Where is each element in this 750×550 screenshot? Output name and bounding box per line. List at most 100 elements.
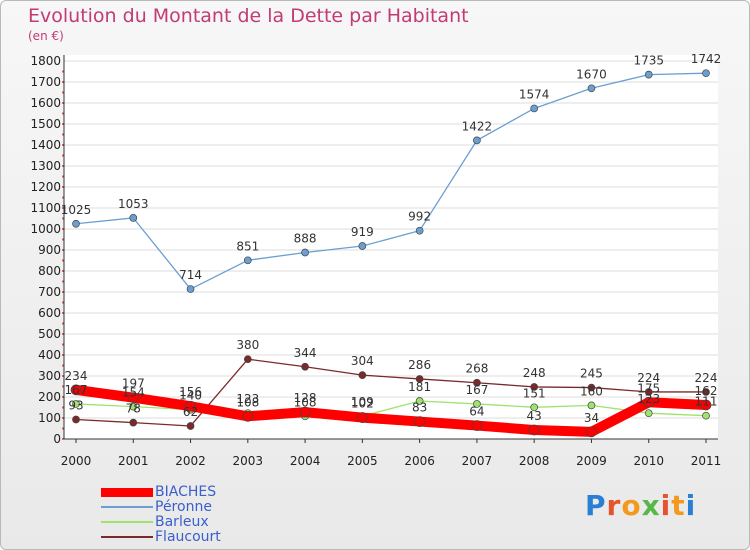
data-label-biaches: 128: [294, 391, 317, 405]
data-point-flaucourt: [358, 371, 367, 380]
data-label-péronne: 851: [236, 239, 259, 253]
x-tick-label: 2001: [118, 454, 149, 468]
data-point-biaches: [357, 412, 368, 423]
proxiti-logo: Proxiti: [585, 489, 696, 522]
data-point-barleux: [644, 409, 653, 418]
y-tick-label: 1500: [30, 117, 61, 131]
data-point-biaches: [299, 406, 311, 418]
data-label-péronne: 714: [179, 268, 202, 282]
legend-label: Péronne: [155, 499, 212, 515]
data-label-flaucourt: 245: [580, 367, 603, 381]
logo-letter: P: [585, 489, 607, 522]
series-line-flaucourt: [75, 358, 707, 427]
data-label-barleux: 167: [465, 383, 488, 397]
data-label-flaucourt: 62: [183, 405, 198, 419]
data-label-péronne: 1053: [118, 197, 149, 211]
x-tick-label: 2010: [633, 454, 664, 468]
data-point-flaucourt: [644, 388, 653, 396]
data-point-péronne: [243, 256, 252, 265]
legend-label: Flaucourt: [155, 529, 221, 545]
y-tick-label: 500: [38, 327, 61, 341]
data-label-biaches: 64: [469, 405, 484, 419]
data-label-biaches: 83: [412, 401, 427, 415]
plot-area: [64, 55, 718, 439]
data-label-flaucourt: 344: [294, 346, 317, 360]
data-point-péronne: [358, 242, 367, 250]
data-label-biaches: 197: [122, 377, 145, 391]
data-point-biaches: [414, 416, 425, 427]
data-label-barleux: 160: [580, 384, 603, 398]
data-point-biaches: [528, 424, 540, 436]
y-tick-label: 200: [38, 390, 61, 404]
data-point-péronne: [530, 104, 539, 113]
data-label-biaches: 162: [695, 384, 718, 398]
y-tick-label: 1700: [30, 75, 61, 89]
data-label-biaches: 156: [179, 385, 202, 399]
data-point-péronne: [301, 248, 309, 257]
y-tick-label: 0: [53, 432, 61, 446]
data-label-flaucourt: 78: [126, 402, 141, 416]
data-label-barleux: 123: [637, 392, 660, 406]
logo-letter: t: [671, 489, 686, 522]
data-label-flaucourt: 268: [465, 362, 488, 376]
x-tick-label: 2005: [347, 454, 378, 468]
data-label-biaches: 34: [584, 411, 599, 425]
data-label-biaches: 108: [236, 395, 259, 409]
x-tick-label: 2002: [175, 454, 206, 468]
legend-swatch: [101, 521, 153, 523]
data-label-biaches: 43: [527, 409, 542, 423]
data-label-péronne: 919: [351, 225, 374, 239]
data-point-biaches: [185, 400, 196, 412]
legend-swatch: [101, 487, 153, 497]
y-tick-label: 800: [38, 264, 61, 278]
data-point-péronne: [415, 226, 424, 235]
legend-swatch: [101, 536, 153, 538]
series-line-péronne: [75, 72, 707, 290]
logo-letter: i: [685, 489, 697, 522]
x-tick-label: 2011: [691, 454, 722, 468]
y-tick-label: 300: [38, 369, 61, 383]
data-label-flaucourt: 93: [68, 398, 83, 412]
data-point-biaches: [471, 420, 483, 431]
y-tick-label: 1600: [30, 96, 61, 110]
data-point-péronne: [129, 214, 138, 222]
y-tick-label: 1200: [30, 180, 61, 194]
data-point-flaucourt: [301, 362, 309, 371]
data-point-barleux: [702, 411, 710, 420]
data-label-péronne: 992: [408, 210, 431, 224]
data-point-flaucourt: [473, 378, 481, 387]
data-label-flaucourt: 304: [351, 354, 374, 368]
y-tick-label: 1800: [30, 54, 61, 68]
data-point-flaucourt: [702, 388, 710, 396]
y-tick-label: 700: [38, 285, 61, 299]
y-tick-label: 900: [38, 243, 61, 257]
data-label-péronne: 888: [294, 232, 317, 246]
data-label-péronne: 1574: [519, 87, 550, 101]
data-point-barleux: [72, 400, 80, 408]
data-point-biaches: [700, 399, 712, 411]
data-point-biaches: [643, 396, 655, 408]
data-point-péronne: [473, 136, 481, 145]
data-label-péronne: 1735: [633, 54, 664, 68]
data-label-biaches: 175: [637, 381, 660, 395]
data-point-flaucourt: [186, 422, 195, 430]
logo-letter: o: [621, 489, 642, 522]
chart-title: Evolution du Montant de la Dette par Hab…: [28, 5, 469, 27]
data-label-barleux: 154: [122, 386, 145, 400]
data-point-flaucourt: [587, 383, 596, 392]
data-point-barleux: [530, 403, 539, 412]
y-tick-label: 100: [38, 411, 61, 425]
data-label-biaches: 102: [351, 397, 374, 411]
legend-label: BIACHES: [155, 484, 217, 500]
x-tick-label: 2006: [404, 454, 435, 468]
data-point-péronne: [186, 285, 195, 293]
data-point-biaches: [70, 384, 82, 396]
data-label-flaucourt: 224: [637, 371, 660, 385]
legend-label: Barleux: [155, 514, 209, 530]
data-point-péronne: [702, 69, 710, 78]
data-point-flaucourt: [415, 375, 424, 383]
data-label-barleux: 140: [179, 389, 202, 403]
data-label-barleux: 151: [523, 386, 546, 400]
